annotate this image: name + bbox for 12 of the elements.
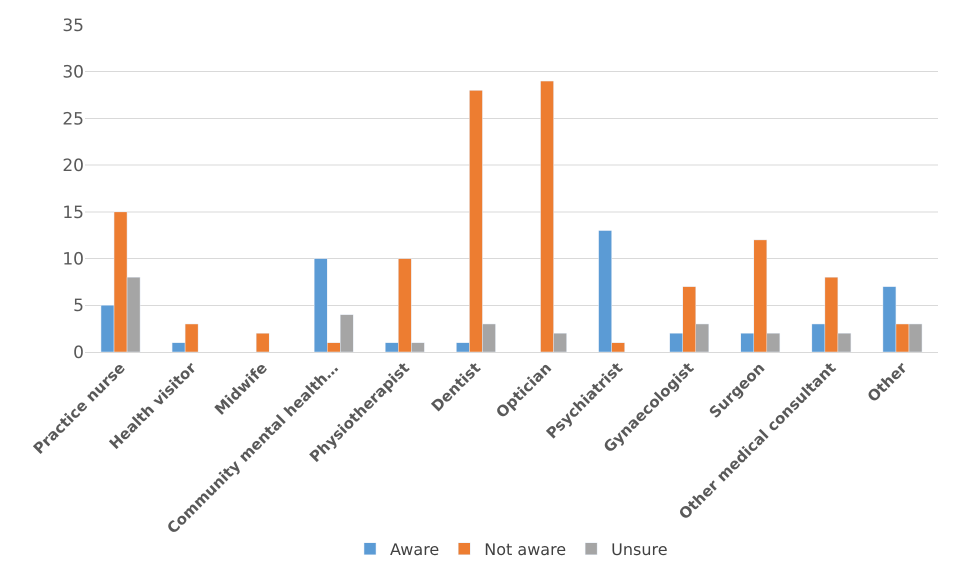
legend-label: Not aware bbox=[484, 540, 566, 559]
y-tick-label: 15 bbox=[62, 202, 84, 223]
y-tick-label: 20 bbox=[62, 156, 84, 176]
y-tick-label: 5 bbox=[73, 296, 84, 316]
y-tick-label: 10 bbox=[62, 250, 84, 270]
bar bbox=[256, 333, 270, 352]
y-tick-label: 35 bbox=[62, 16, 84, 36]
legend-label: Unsure bbox=[611, 540, 668, 559]
legend-label: Aware bbox=[390, 540, 440, 559]
y-tick-label: 30 bbox=[62, 62, 84, 83]
y-tick-label: 0 bbox=[73, 342, 84, 363]
y-tick-label: 25 bbox=[62, 109, 84, 130]
